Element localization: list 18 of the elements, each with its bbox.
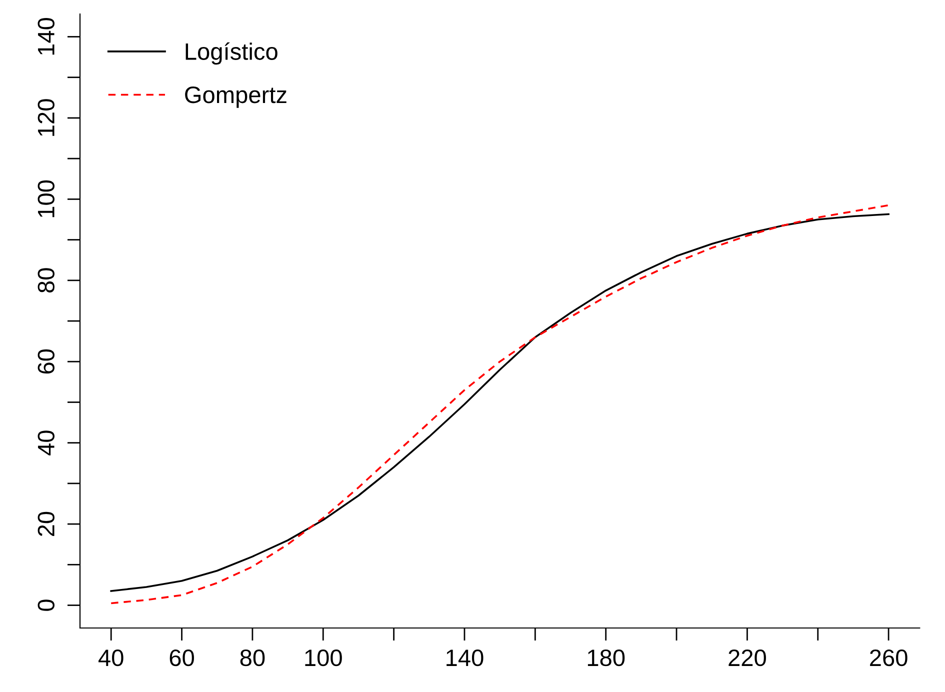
y-tick-label: 140	[38, 18, 54, 55]
x-tick-label: 140	[446, 649, 484, 666]
y-tick-label: 40	[38, 430, 54, 456]
x-tick-label: 40	[98, 649, 124, 666]
y-tick-label: 60	[38, 349, 54, 374]
x-tick-label: 260	[870, 649, 908, 666]
legend-label: Logístico	[186, 42, 278, 65]
x-tick-label: 100	[305, 649, 342, 666]
y-tick-label: 20	[38, 512, 54, 536]
x-tick-label: 80	[240, 649, 265, 666]
y-tick-label: 80	[38, 268, 54, 292]
legend-label: Gompertz	[185, 86, 286, 108]
y-tick-label: 100	[38, 180, 54, 218]
y-tick-label: 0	[38, 600, 54, 611]
x-tick-label: 180	[588, 649, 625, 666]
y-tick-label: 120	[38, 99, 54, 136]
x-tick-label: 60	[170, 649, 194, 666]
x-tick-label: 220	[728, 649, 766, 666]
